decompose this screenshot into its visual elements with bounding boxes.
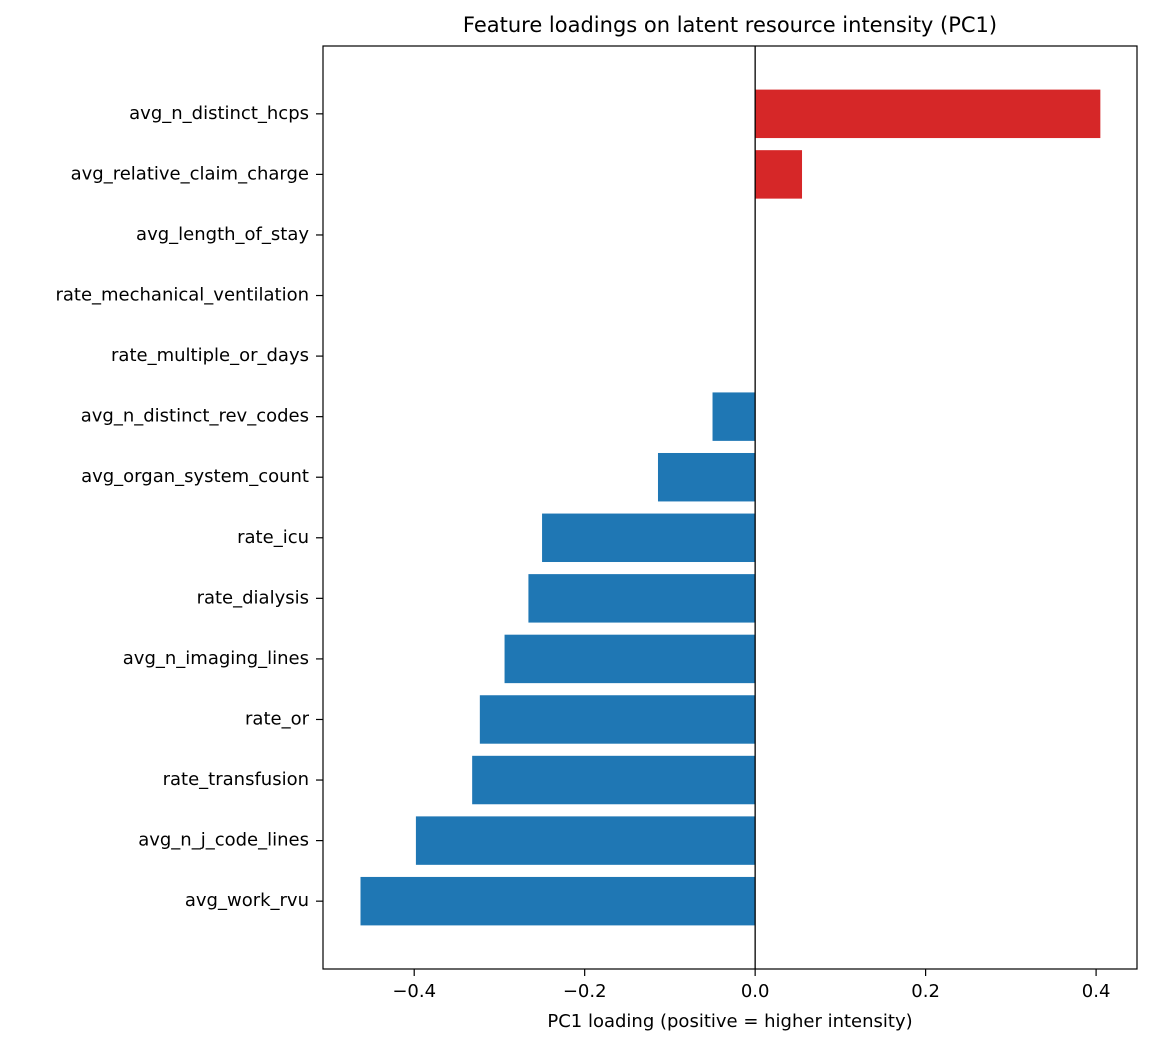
bar bbox=[415, 816, 756, 865]
bar bbox=[657, 452, 756, 502]
x-tick-label: 0.2 bbox=[911, 981, 940, 1002]
y-tick-label: avg_n_distinct_rev_codes bbox=[81, 406, 309, 427]
y-tick-label: rate_transfusion bbox=[163, 769, 309, 790]
y-tick-label: avg_relative_claim_charge bbox=[71, 163, 309, 184]
bar bbox=[360, 876, 756, 926]
x-tick-label: −0.2 bbox=[563, 981, 607, 1002]
bar bbox=[755, 89, 1101, 139]
bar bbox=[542, 513, 756, 563]
y-tick-label: rate_dialysis bbox=[197, 587, 309, 608]
x-tick-label: −0.4 bbox=[392, 981, 436, 1002]
y-tick-label: avg_n_distinct_hcps bbox=[129, 103, 309, 124]
y-tick-label: avg_work_rvu bbox=[185, 890, 309, 911]
x-tick-label: 0.0 bbox=[741, 981, 770, 1002]
x-tick-label: 0.4 bbox=[1082, 981, 1111, 1002]
y-tick-label: rate_or bbox=[245, 708, 310, 729]
x-axis-label: PC1 loading (positive = higher intensity… bbox=[547, 1011, 912, 1032]
y-tick-label: rate_multiple_or_days bbox=[111, 345, 309, 366]
bar bbox=[712, 392, 756, 441]
y-tick-label: avg_n_imaging_lines bbox=[123, 648, 309, 669]
y-tick-label: rate_mechanical_ventilation bbox=[55, 285, 309, 306]
y-tick-label: rate_icu bbox=[237, 527, 309, 548]
bar bbox=[755, 150, 803, 199]
bar bbox=[528, 574, 756, 623]
chart-title: Feature loadings on latent resource inte… bbox=[463, 13, 997, 37]
bar bbox=[472, 755, 756, 805]
y-tick-label: avg_n_j_code_lines bbox=[138, 830, 309, 851]
y-tick-label: avg_organ_system_count bbox=[81, 466, 309, 487]
bar bbox=[479, 695, 756, 744]
bar bbox=[504, 634, 756, 684]
plot-frame bbox=[322, 45, 1138, 970]
y-tick-label: avg_length_of_stay bbox=[136, 224, 309, 245]
